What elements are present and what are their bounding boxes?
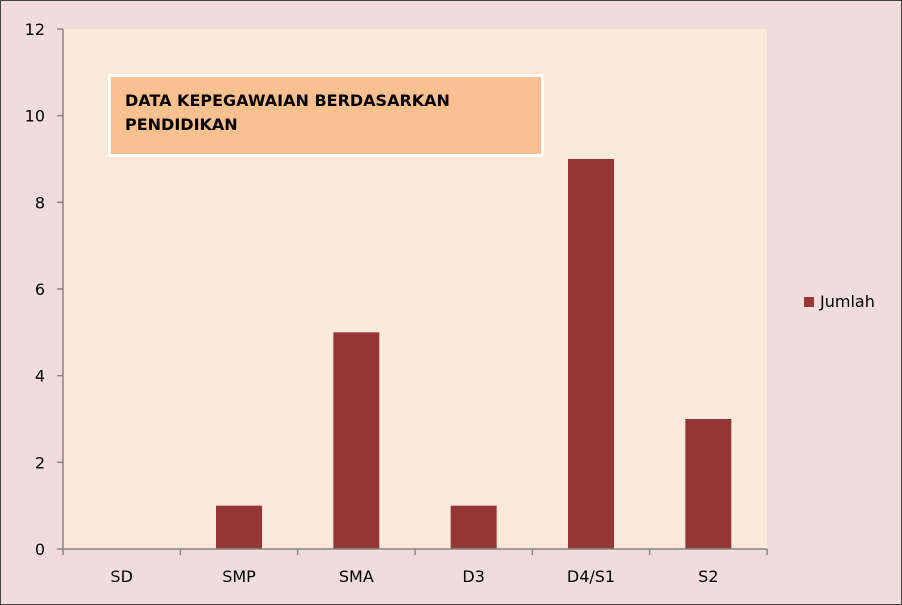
chart-title: DATA KEPEGAWAIAN BERDASARKAN PENDIDIKAN	[108, 74, 544, 157]
y-tick-label: 2	[35, 453, 45, 472]
bar-sma	[333, 332, 380, 549]
y-tick-label: 10	[25, 107, 45, 126]
x-tick-label: D4/S1	[567, 567, 615, 586]
x-tick-label: D3	[462, 567, 485, 586]
x-tick-label: SD	[110, 567, 132, 586]
y-tick-label: 0	[35, 540, 45, 559]
bar-s2	[685, 419, 732, 549]
x-tick-label: SMA	[339, 567, 374, 586]
legend-swatch	[804, 296, 814, 307]
x-tick-label: S2	[698, 567, 718, 586]
y-tick-label: 8	[35, 193, 45, 212]
x-tick-label: SMP	[222, 567, 256, 586]
y-tick-label: 12	[25, 20, 45, 39]
bar-d4-s1	[568, 159, 614, 549]
legend-label: Jumlah	[820, 292, 875, 311]
y-tick-label: 4	[35, 367, 45, 386]
bar-smp	[216, 505, 262, 549]
legend: Jumlah	[804, 292, 875, 311]
bar-d3	[450, 505, 497, 549]
y-tick-label: 6	[35, 280, 45, 299]
